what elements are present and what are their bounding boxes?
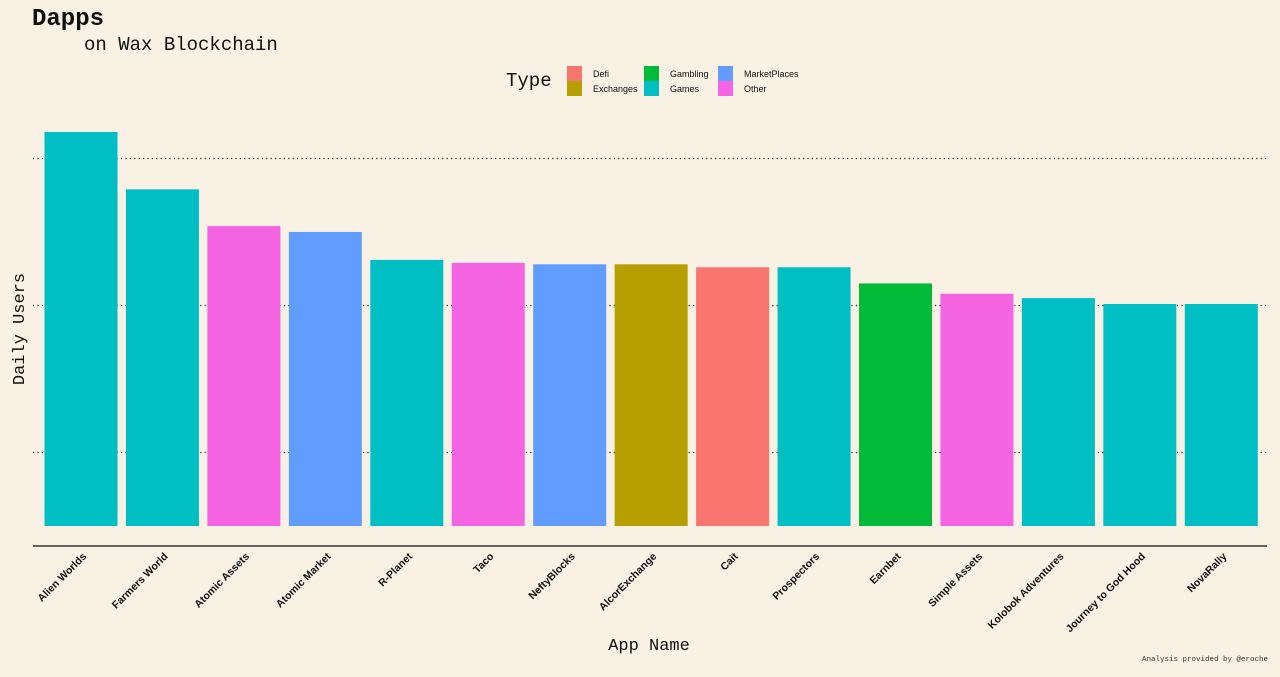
- x-axis-label: App Name: [608, 637, 690, 656]
- bar-novarally: [1184, 304, 1258, 526]
- tick-label: NovaRally: [1185, 551, 1230, 596]
- bar-alien-worlds: [44, 132, 118, 526]
- legend-swatch: [567, 81, 582, 96]
- bar-taco: [451, 262, 525, 526]
- bar-atomic-assets: [207, 226, 281, 527]
- tick-label: AlcorExchange: [597, 551, 660, 614]
- legend-item-defi: Defi: [567, 66, 609, 81]
- legend-title: Type: [506, 70, 552, 92]
- tick-label: Atomic Assets: [192, 551, 252, 611]
- bar-farmers-world: [125, 189, 199, 526]
- bar-alcorexchange: [614, 264, 688, 526]
- chart-title: Dapps: [32, 6, 105, 33]
- legend-label: Games: [670, 83, 700, 94]
- bar-simple-assets: [940, 293, 1014, 526]
- footer-note: Analysis provided by @eroche: [1141, 656, 1268, 664]
- tick-label: Farmers World: [110, 551, 171, 612]
- bar-cait: [696, 267, 770, 526]
- legend-swatch: [718, 66, 733, 81]
- bar-atomic-market: [288, 231, 362, 526]
- tick-label: Cait: [718, 550, 741, 573]
- bar-earnbet: [859, 283, 932, 526]
- y-axis-label: Daily Users: [11, 273, 30, 385]
- chart-subtitle: on Wax Blockchain: [84, 34, 278, 56]
- bar-r-planet: [370, 259, 444, 526]
- legend-swatch: [567, 66, 582, 81]
- bar-neftyblocks: [533, 264, 607, 526]
- tick-label: Prospectors: [770, 551, 822, 603]
- legend-item-marketplaces: MarketPlaces: [718, 66, 799, 81]
- tick-label: R-Planet: [376, 550, 415, 589]
- legend-label: Exchanges: [593, 83, 638, 94]
- bar-prospectors: [777, 267, 851, 526]
- tick-label: Simple Assets: [926, 551, 985, 610]
- tick-label: Earnbet: [867, 550, 903, 586]
- legend-swatch: [644, 81, 659, 96]
- legend-label: MarketPlaces: [744, 68, 799, 79]
- bar-layer: [44, 132, 1258, 527]
- tick-label: NeftyBlocks: [526, 551, 578, 603]
- legend-label: Other: [744, 83, 767, 94]
- legend-label: Defi: [593, 68, 610, 79]
- legend-swatch: [644, 66, 659, 81]
- legend-swatch: [718, 81, 733, 96]
- legend-item-gambling: Gambling: [644, 66, 709, 81]
- tick-label: Journey to God Hood: [1064, 551, 1148, 635]
- tick-label: Alien Worlds: [35, 551, 89, 605]
- bar-kolobok-adventures: [1021, 298, 1095, 526]
- tick-label: Kolobok Adventures: [986, 551, 1067, 632]
- tick-label-layer: Alien Worlds Farmers World Atomic Assets At…: [35, 550, 1229, 635]
- legend-item-games: Games: [644, 81, 699, 96]
- bar-journey-to-god-hood: [1103, 304, 1177, 526]
- legend-item-other: Other: [718, 81, 767, 96]
- tick-label: Taco: [471, 551, 496, 576]
- legend-label: Gambling: [670, 68, 709, 79]
- legend-item-exchanges: Exchanges: [567, 81, 638, 96]
- tick-label: Atomic Market: [274, 550, 334, 610]
